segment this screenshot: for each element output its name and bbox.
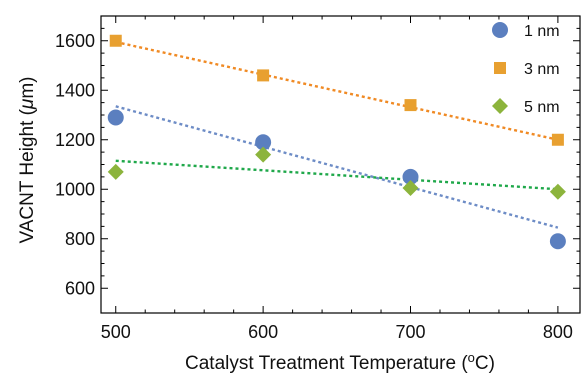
x-tick-label: 600 xyxy=(248,322,278,342)
x-tick-label: 700 xyxy=(395,322,425,342)
data-point-series-2 xyxy=(109,34,122,47)
fit-line-3 xyxy=(115,159,558,191)
data-point-series-1 xyxy=(402,168,419,185)
data-point-series-2 xyxy=(551,133,564,146)
legend-label-3: 5 nm xyxy=(524,99,560,116)
x-axis-label: Catalyst Treatment Temperature (oC) xyxy=(185,350,495,375)
data-point-series-2 xyxy=(404,99,417,112)
x-tick-label: 800 xyxy=(543,322,573,342)
series-layer xyxy=(107,34,566,250)
legend: 1 nm 3 nm 5 nm xyxy=(492,22,560,116)
data-point-series-1 xyxy=(549,233,566,250)
y-tick-label: 800 xyxy=(65,229,95,249)
data-point-series-3 xyxy=(549,183,566,200)
y-axis-label: VACNT Height (μm) xyxy=(17,76,38,243)
data-point-series-3 xyxy=(107,163,124,180)
legend-marker-2 xyxy=(494,62,506,74)
fit-line-1 xyxy=(115,105,559,229)
legend-marker-3 xyxy=(492,98,508,114)
y-tick-label: 1200 xyxy=(55,130,95,150)
y-tick-label: 1000 xyxy=(55,179,95,199)
data-point-series-3 xyxy=(255,146,272,163)
x-tick-label: 500 xyxy=(101,322,131,342)
legend-marker-1 xyxy=(492,22,508,38)
data-point-series-2 xyxy=(257,69,270,82)
legend-label-1: 1 nm xyxy=(524,23,560,40)
y-tick-label: 600 xyxy=(65,278,95,298)
y-tick-label: 1400 xyxy=(55,80,95,100)
data-point-series-3 xyxy=(402,180,419,197)
axes: 500 600 700 800 600 800 1000 1200 1400 1600 xyxy=(55,15,581,342)
data-point-series-1 xyxy=(255,134,272,151)
y-tick-label: 1600 xyxy=(55,31,95,51)
data-point-series-1 xyxy=(107,109,124,126)
legend-label-2: 3 nm xyxy=(524,61,560,78)
